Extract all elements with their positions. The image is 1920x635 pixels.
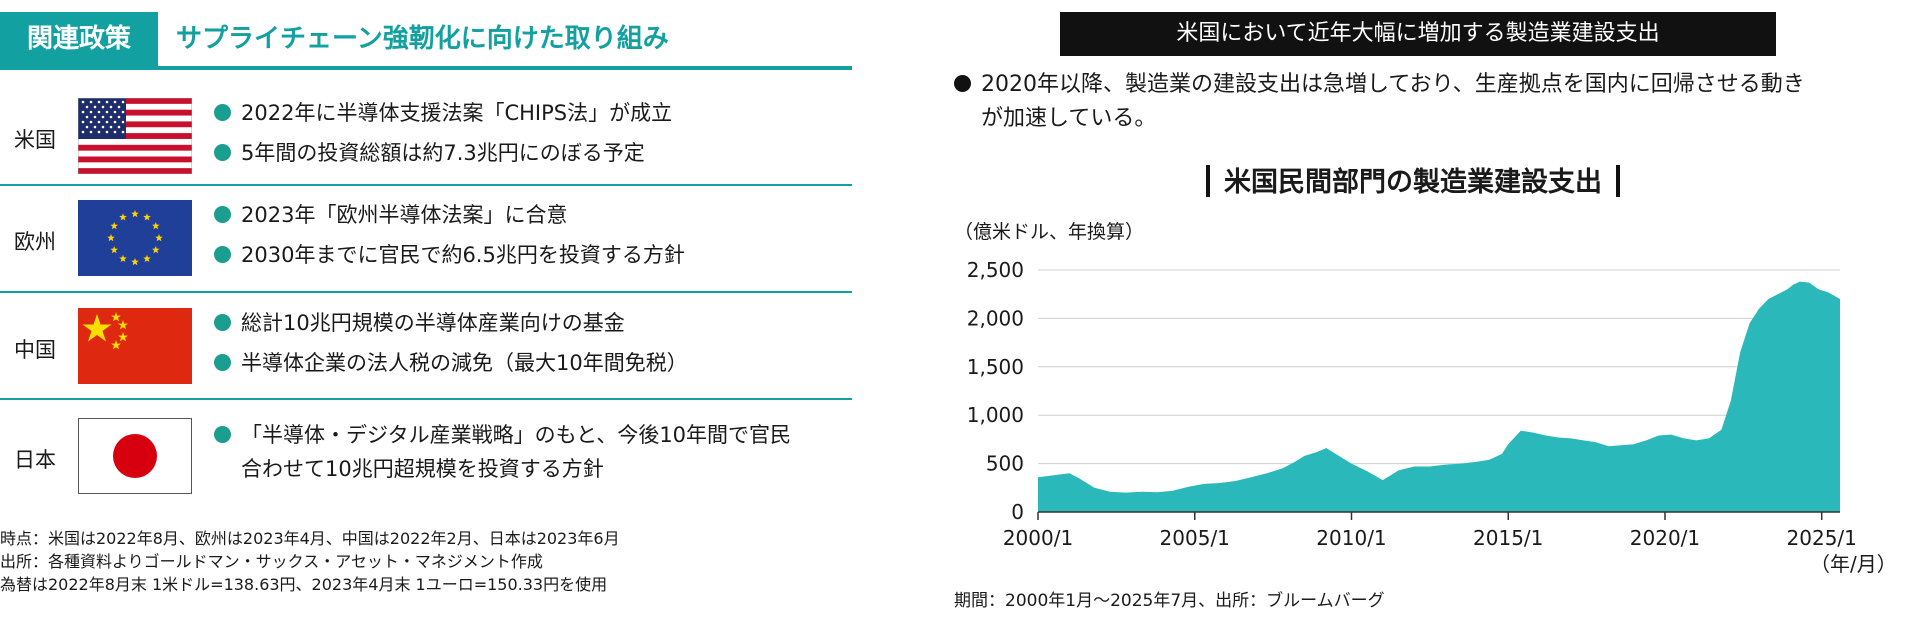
policy-header-title: サプライチェーン強靭化に向けた取り組み — [176, 24, 669, 54]
eu-star-icon — [143, 213, 151, 221]
eu-star-icon — [151, 246, 160, 254]
bullet-item: 半導体企業の法人税の減免（最大10年間免税） — [214, 348, 688, 378]
bullet-dot-icon — [214, 104, 231, 121]
bullet-item: 5年間の投資総額は約7.3兆円にのぼる予定 — [214, 138, 645, 168]
y-tick-label: 0 — [1011, 500, 1024, 524]
y-axis-unit-label: （億米ドル、年換算） — [954, 221, 1145, 243]
country-label: 日本 — [14, 448, 56, 472]
policy-header: 関連政策 サプライチェーン強靭化に向けた取り組み — [0, 12, 852, 70]
bullet-item: 総計10兆円規模の半導体産業向けの基金 — [214, 308, 625, 338]
description-line-1: 2020年以降、製造業の建設支出は急増しており、生産拠点を国内に回帰させる動き — [954, 70, 1805, 100]
bullet-item: 2023年「欧州半導体法案」に合意 — [214, 200, 567, 230]
chart-panel-header: 米国において近年大幅に増加する製造業建設支出 — [1060, 12, 1776, 56]
eu-star-icon — [110, 222, 119, 230]
bullet-dot-icon — [214, 246, 231, 263]
policy-panel: 関連政策 サプライチェーン強靭化に向けた取り組み 米国 — [0, 0, 855, 635]
bullet-dot-icon — [954, 75, 971, 92]
header-underline — [0, 66, 852, 70]
eu-star-icon — [107, 234, 115, 242]
japan-flag-icon — [78, 418, 192, 494]
row-divider — [0, 291, 852, 293]
bullet-item: 2022年に半導体支援法案「CHIPS法」が成立 — [214, 98, 672, 128]
footnote-fx: 為替は2022年8月末 1米ドル=138.63円、2023年4月末 1ユーロ=1… — [0, 575, 608, 594]
eu-star-icon — [155, 234, 163, 242]
chart-title: 米国民間部門の製造業建設支出 — [1192, 160, 1634, 199]
eu-flag-icon — [78, 200, 192, 276]
country-label: 欧州 — [14, 230, 56, 254]
bullet-dot-icon — [214, 354, 231, 371]
eu-star-icon — [119, 254, 127, 263]
us-flag-icon — [78, 98, 192, 174]
policy-header-tag: 関連政策 — [0, 12, 158, 66]
bullet-dot-icon — [214, 144, 231, 161]
eu-star-icon — [151, 222, 160, 230]
y-tick-label: 2,500 — [967, 258, 1024, 282]
china-flag-icon — [78, 308, 192, 384]
x-tick-label: 2005/1 — [1160, 526, 1230, 550]
footnote-source: 出所：各種資料よりゴールドマン・サックス・アセット・マネジメント作成 — [0, 552, 543, 571]
policy-row-japan: 日本 「半導体・デジタル産業戦略」のもと、今後10年間で官民 合わせて10兆円超… — [0, 410, 852, 502]
title-right-bar — [1616, 165, 1620, 197]
bullet-item-continued: 合わせて10兆円超規模を投資する方針 — [241, 457, 604, 481]
x-tick-label: 2025/1 — [1787, 526, 1857, 550]
country-label: 米国 — [14, 128, 56, 152]
eu-star-icon — [119, 213, 127, 221]
policy-row-eu: 欧州 2023年「欧州半導体法案」に合意 2030年までに官民で約6.5兆円を投… — [0, 196, 852, 293]
row-divider — [0, 184, 852, 186]
eu-star-icon — [110, 246, 119, 254]
row-divider — [0, 398, 852, 400]
y-tick-label: 1,000 — [967, 403, 1024, 427]
eu-star-icon — [131, 210, 139, 218]
bullet-dot-icon — [214, 426, 231, 443]
x-tick-label: 2000/1 — [1003, 526, 1073, 550]
bullet-dot-icon — [214, 206, 231, 223]
bullet-item: 2030年までに官民で約6.5兆円を投資する方針 — [214, 240, 685, 270]
area-series — [1038, 281, 1840, 512]
chart-panel: 米国において近年大幅に増加する製造業建設支出 2020年以降、製造業の建設支出は… — [940, 0, 1920, 635]
y-tick-label: 500 — [986, 452, 1024, 476]
eu-star-icon — [143, 254, 151, 263]
description-line-2: が加速している。 — [981, 106, 1157, 131]
x-tick-label: 2015/1 — [1473, 526, 1543, 550]
bullet-dot-icon — [214, 314, 231, 331]
x-tick-label: 2010/1 — [1316, 526, 1386, 550]
y-tick-label: 2,000 — [967, 306, 1024, 330]
policy-row-us: 米国 2022年に半導体支援法案「CHIPS法」が成立 5年間の投資 — [0, 90, 852, 186]
policy-row-china: 中国 総計10兆円規模の半導体産業向けの基金 半導体企業の法人税の減免（最大10… — [0, 302, 852, 400]
eu-star-icon — [131, 258, 139, 266]
footnote-as-of: 時点：米国は2022年8月、欧州は2023年4月、中国は2022年2月、日本は2… — [0, 529, 620, 548]
construction-spending-chart: 0 500 1,000 1,500 2,000 2,500 2000/1 2005/1 2010… — [967, 258, 1857, 550]
x-axis-unit-label: （年/月） — [1810, 552, 1897, 576]
x-tick-label: 2020/1 — [1630, 526, 1700, 550]
title-left-bar — [1206, 165, 1210, 197]
bullet-item: 「半導体・デジタル産業戦略」のもと、今後10年間で官民 — [214, 420, 791, 450]
y-tick-label: 1,500 — [967, 355, 1024, 379]
country-label: 中国 — [14, 338, 56, 362]
chart-footnote: 期間：2000年1月～2025年7月、出所：ブルームバーグ — [954, 591, 1385, 611]
